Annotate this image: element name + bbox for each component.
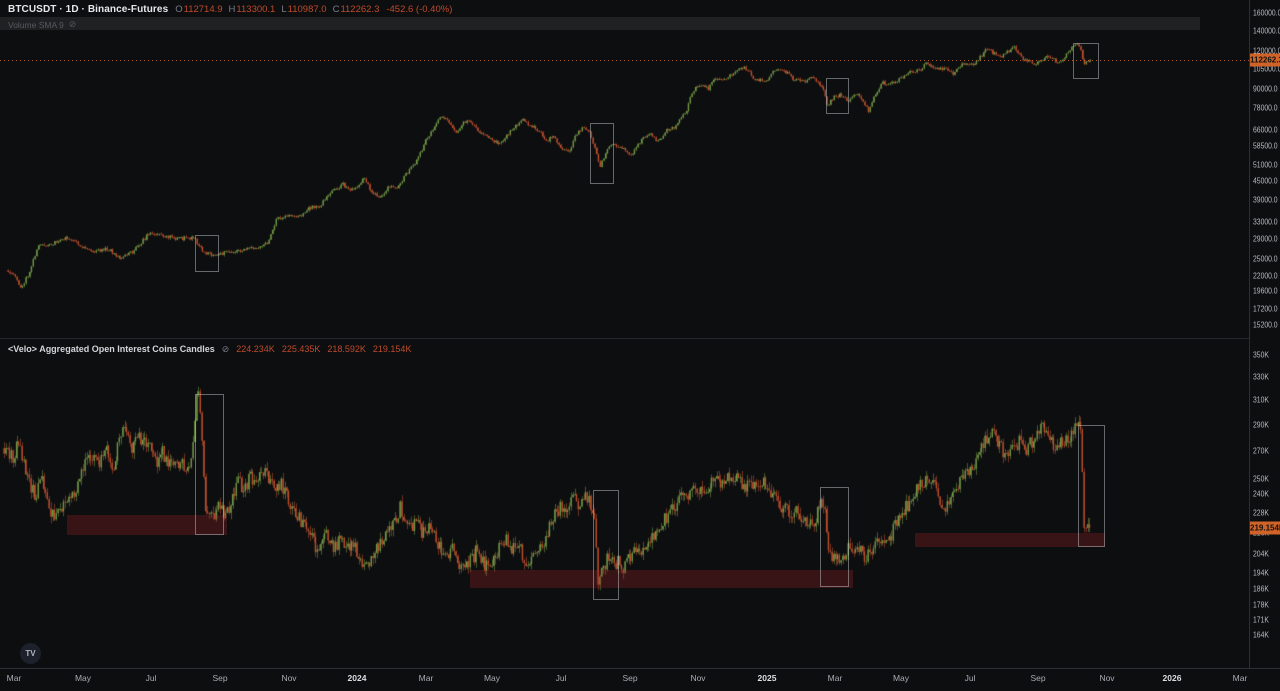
time-tick-label: Mar (6, 673, 22, 683)
price-tick-label: 25000.0 (1253, 254, 1278, 264)
ohlc-value: 112714.9 (183, 4, 223, 15)
pane-divider[interactable] (0, 338, 1249, 339)
price-tick-label: 140000.0 (1253, 26, 1280, 36)
time-tick-label: Sep (1030, 673, 1046, 683)
ohlc-value: 110987.0 (287, 4, 327, 15)
oi-tick-label: 186K (1253, 584, 1269, 593)
oi-tick-label: 204K (1253, 549, 1269, 559)
eye-off-icon[interactable]: ⊘ (68, 19, 77, 29)
time-tick-label: Nov (690, 673, 706, 683)
price-tick-label: 120000.0 (1253, 46, 1280, 56)
time-tick-label: Jul (145, 673, 157, 683)
price-tick-label: 66000.0 (1253, 125, 1278, 135)
last-price-tag: 112262.3 (1250, 53, 1280, 67)
oi-tick-label: 171K (1253, 615, 1269, 625)
drawing-rectangle[interactable] (593, 490, 619, 600)
oi-value: 218.592K (327, 344, 366, 354)
price-tick-label: 105000.0 (1253, 64, 1280, 74)
drawing-rectangle[interactable] (826, 78, 849, 114)
price-tick-label: 78000.0 (1253, 103, 1278, 113)
time-axis-border (0, 668, 1280, 669)
price-tick-label: 15200.0 (1253, 320, 1278, 330)
ohlc-pair: O 112714.9 (175, 4, 222, 15)
ohlc-label: O (175, 4, 183, 15)
price-tick-label: 51000.0 (1253, 160, 1278, 169)
time-tick-label: 2025 (757, 673, 777, 683)
highlight-zone[interactable] (67, 515, 227, 535)
ohlc-value: 112262.3 (340, 4, 380, 15)
drawing-rectangle[interactable] (195, 235, 219, 272)
oi-value: 224.234K (236, 344, 275, 354)
drawing-rectangle[interactable] (820, 487, 849, 587)
price-tick-label: 160000.0 (1253, 8, 1280, 18)
oi-tick-label: 164K (1253, 630, 1269, 640)
symbol-title[interactable]: BTCUSDT · 1D · Binance-Futures (8, 4, 169, 15)
time-tick-label: Jul (964, 673, 976, 683)
oi-tick-label: 240K (1253, 489, 1269, 499)
time-tick-label: May (483, 673, 501, 683)
time-tick-label: Mar (418, 673, 434, 683)
ohlc-pair: C 112262.3 (333, 4, 380, 15)
drawing-rectangle[interactable] (1078, 425, 1105, 547)
ohlc-label: L (281, 4, 287, 15)
price-tick-label: 22000.0 (1253, 271, 1278, 281)
symbol-legend: BTCUSDT · 1D · Binance-Futures O 112714.9… (8, 4, 452, 15)
oi-value: 219.154K (372, 344, 412, 354)
highlight-zone[interactable] (470, 570, 853, 588)
oi-indicator-legend[interactable]: <Velo> Aggregated Open Interest Coins Ca… (8, 344, 411, 355)
oi-value: 225.435K (281, 344, 321, 354)
time-tick-label: May (892, 673, 910, 683)
price-tick-label: 90000.0 (1253, 84, 1278, 94)
oi-tick-label: 330K (1253, 372, 1269, 382)
change-value: -452.6 (-0.40%) (386, 4, 453, 15)
time-tick-label: 2024 (347, 673, 367, 683)
oi-tick-label: 310K (1253, 395, 1269, 405)
time-tick-label: Sep (622, 673, 638, 683)
time-tick-label: Nov (1099, 673, 1115, 683)
oi-tick-label: 270K (1253, 446, 1269, 456)
oi-ohlc-values: 224.234K 225.435K 218.592K 219.154K (236, 344, 411, 354)
price-tick-label: 17200.0 (1253, 304, 1278, 313)
price-tick-label: 33000.0 (1253, 217, 1278, 227)
ohlc-pair: L 110987.0 (281, 4, 326, 15)
oi-last-value-tag: 219.154K (1250, 521, 1280, 535)
oi-tick-label: 350K (1253, 350, 1269, 360)
time-tick-label: Jul (555, 673, 567, 683)
ohlc-label: H (228, 4, 236, 15)
price-tick-label: 58500.0 (1253, 141, 1278, 151)
tradingview-logo[interactable]: TV (20, 643, 41, 664)
volume-indicator-row[interactable] (0, 17, 1200, 30)
ohlc-pair: H 113300.1 (229, 4, 276, 15)
oi-tick-label: 250K (1253, 474, 1269, 484)
oi-indicator-title[interactable]: <Velo> Aggregated Open Interest Coins Ca… (8, 344, 215, 354)
ohlc-value: 113300.1 (236, 4, 276, 15)
time-tick-label: Nov (281, 673, 297, 683)
time-tick-label: Mar (1232, 673, 1248, 683)
time-tick-label: May (74, 673, 92, 683)
ohlc-label: C (332, 4, 340, 15)
drawing-rectangle[interactable] (195, 394, 224, 535)
price-tick-label: 19600.0 (1253, 286, 1278, 296)
oi-tick-label: 228K (1253, 508, 1269, 518)
chart-canvas[interactable] (0, 0, 1249, 668)
price-axis-border (1249, 0, 1250, 668)
time-tick-label: Sep (212, 673, 228, 683)
time-tick-label: Mar (827, 673, 843, 683)
drawing-rectangle[interactable] (1073, 43, 1099, 79)
highlight-zone[interactable] (915, 533, 1105, 547)
drawing-rectangle[interactable] (590, 123, 614, 184)
oi-tick-label: 178K (1253, 600, 1269, 610)
price-tick-label: 29000.0 (1253, 234, 1278, 244)
oi-tick-label: 194K (1253, 568, 1269, 578)
volume-indicator-legend[interactable]: Volume SMA 9 ⊘ (8, 19, 76, 30)
oi-eye-icon[interactable]: ⊘ (221, 344, 230, 354)
price-tick-label: 45000.0 (1253, 176, 1278, 186)
price-tick-label: 39000.0 (1253, 195, 1278, 205)
current-price-line (0, 59, 1249, 61)
time-tick-label: 2026 (1162, 673, 1182, 683)
volume-indicator-label: Volume SMA 9 (8, 19, 64, 30)
oi-tick-label: 290K (1253, 420, 1269, 429)
ohlc-values: O 112714.9 H 113300.1 L 110987.0 C 112262.3 (175, 4, 379, 15)
